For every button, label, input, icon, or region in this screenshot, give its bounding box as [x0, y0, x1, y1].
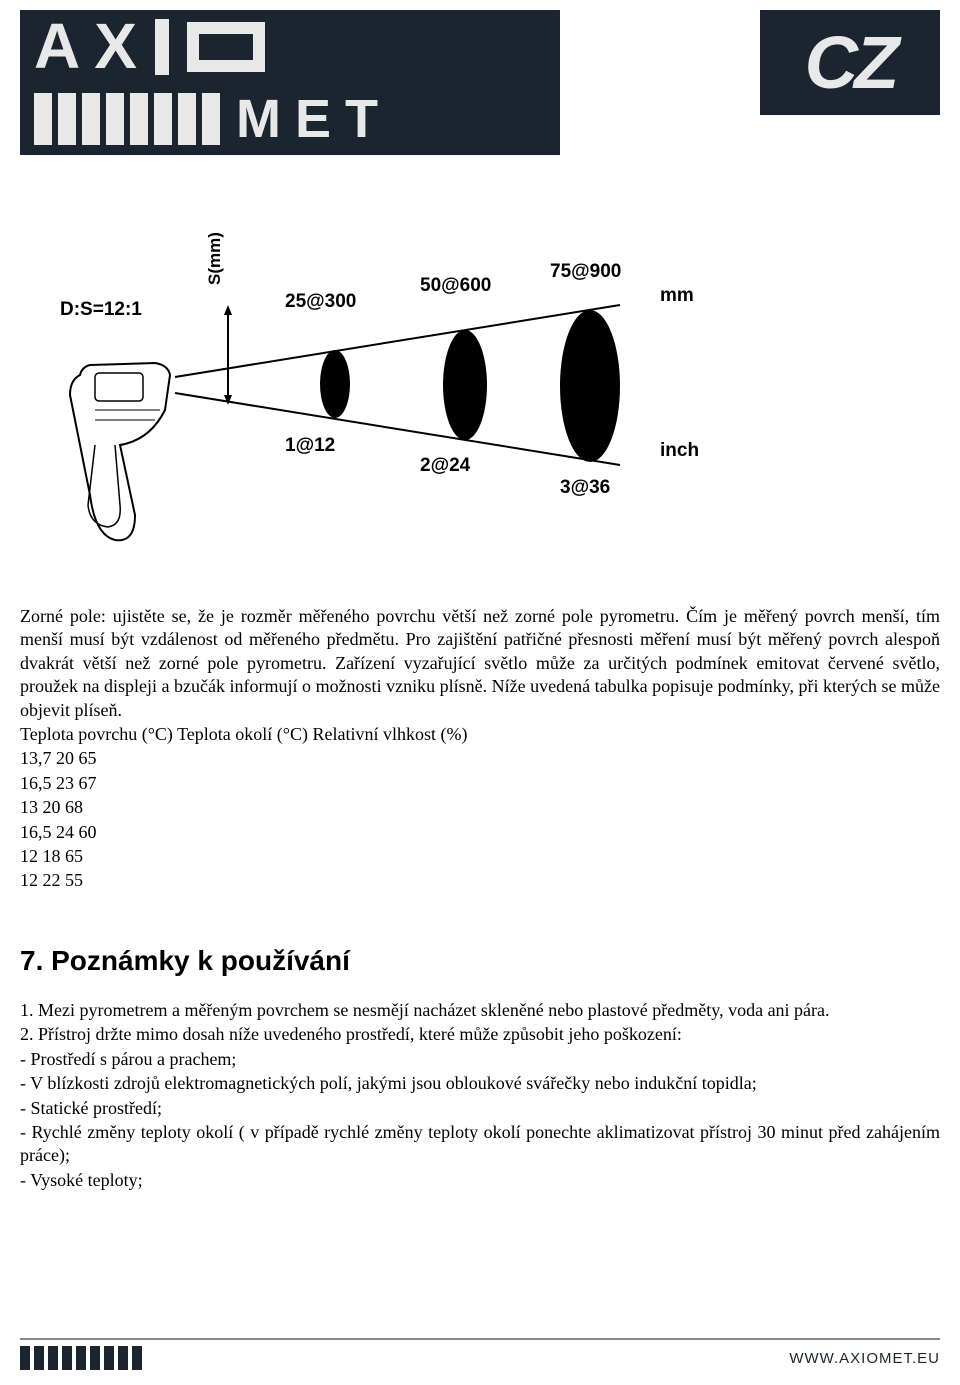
footer-bar-icon	[90, 1346, 100, 1370]
cone-bottom-line	[175, 393, 620, 465]
diagram-svg	[60, 245, 740, 565]
brand-top-row: A X	[34, 18, 546, 76]
spot-ellipse-1	[320, 350, 350, 418]
table-row: 12 22 55	[20, 869, 940, 892]
unit-inch: inch	[660, 440, 699, 462]
logo-letter-x: X	[94, 18, 137, 76]
s-axis-label: S(mm)	[205, 232, 225, 285]
footer-row: WWW.AXIOMET.EU	[20, 1346, 940, 1370]
page-footer: WWW.AXIOMET.EU	[20, 1338, 940, 1370]
bottom-label-2: 2@24	[420, 455, 470, 477]
footer-bar-icon	[132, 1346, 142, 1370]
logo-bar-icon	[202, 93, 220, 145]
top-label-3: 75@900	[550, 261, 621, 283]
bottom-label-3: 3@36	[560, 477, 610, 499]
footer-bar-icon	[48, 1346, 58, 1370]
logo-bar-icon	[106, 93, 124, 145]
table-header-line: Teplota povrchu (°C) Teplota okolí (°C) …	[20, 723, 940, 746]
spot-ellipse-3	[560, 310, 620, 462]
note-bullet: - Prostředí s párou a prachem;	[20, 1048, 940, 1071]
table-row: 16,5 24 60	[20, 821, 940, 844]
bottom-label-1: 1@12	[285, 435, 335, 457]
footer-bar-icon	[104, 1346, 114, 1370]
language-badge: CZ	[760, 10, 940, 115]
footer-url: WWW.AXIOMET.EU	[789, 1350, 940, 1367]
logo-bar-icon	[34, 93, 52, 145]
main-paragraph: Zorné pole: ujistěte se, že je rozměr mě…	[20, 605, 940, 722]
arrow-down-icon	[224, 395, 232, 405]
table-row: 13 20 68	[20, 796, 940, 819]
top-label-2: 50@600	[420, 275, 491, 297]
logo-bar-icon	[130, 93, 148, 145]
logo-letter-a: A	[34, 18, 76, 76]
logo-bar-icon	[82, 93, 100, 145]
footer-bar-icon	[76, 1346, 86, 1370]
footer-bar-icon	[62, 1346, 72, 1370]
logo-bar-icon	[178, 93, 196, 145]
footer-divider	[20, 1338, 940, 1340]
note-bullet: - Statické prostředí;	[20, 1097, 940, 1120]
brand-logo: A X MET	[20, 10, 560, 155]
footer-bar-icon	[34, 1346, 44, 1370]
note-bullet: - V blízkosti zdrojů elektromagnetických…	[20, 1072, 940, 1095]
brand-bottom-row: MET	[34, 88, 546, 150]
logo-letter-i	[155, 19, 169, 75]
note-item-2: 2. Přístroj držte mimo dosah níže uveden…	[20, 1023, 940, 1046]
language-code: CZ	[805, 20, 896, 105]
note-item-1: 1. Mezi pyrometrem a měřeným povrchem se…	[20, 999, 940, 1022]
brand-bottom-text: MET	[236, 88, 392, 150]
cone-top-line	[175, 305, 620, 377]
unit-mm: mm	[660, 285, 694, 307]
footer-bar-icon	[118, 1346, 128, 1370]
field-of-view-diagram: D:S=12:1 S(mm) 25@300 50@600 75@900 mm 1…	[60, 245, 740, 565]
table-row: 12 18 65	[20, 845, 940, 868]
footer-bar-icon	[20, 1346, 30, 1370]
table-row: 16,5 23 67	[20, 772, 940, 795]
logo-letter-o	[187, 22, 265, 72]
section-7-heading: 7. Poznámky k používání	[20, 943, 940, 979]
logo-bar-icon	[58, 93, 76, 145]
top-label-1: 25@300	[285, 291, 356, 313]
ratio-label: D:S=12:1	[60, 299, 142, 321]
table-row: 13,7 20 65	[20, 747, 940, 770]
logo-bar-icon	[154, 93, 172, 145]
pyrometer-icon	[70, 363, 170, 540]
body-content: Zorné pole: ujistěte se, že je rozměr mě…	[0, 605, 960, 1192]
footer-bars-icon	[20, 1346, 142, 1370]
page-header: A X MET CZ	[0, 0, 960, 155]
arrow-up-icon	[224, 305, 232, 315]
note-bullet: - Rychlé změny teploty okolí ( v případě…	[20, 1121, 940, 1168]
spot-ellipse-2	[443, 330, 487, 440]
note-bullet: - Vysoké teploty;	[20, 1169, 940, 1192]
